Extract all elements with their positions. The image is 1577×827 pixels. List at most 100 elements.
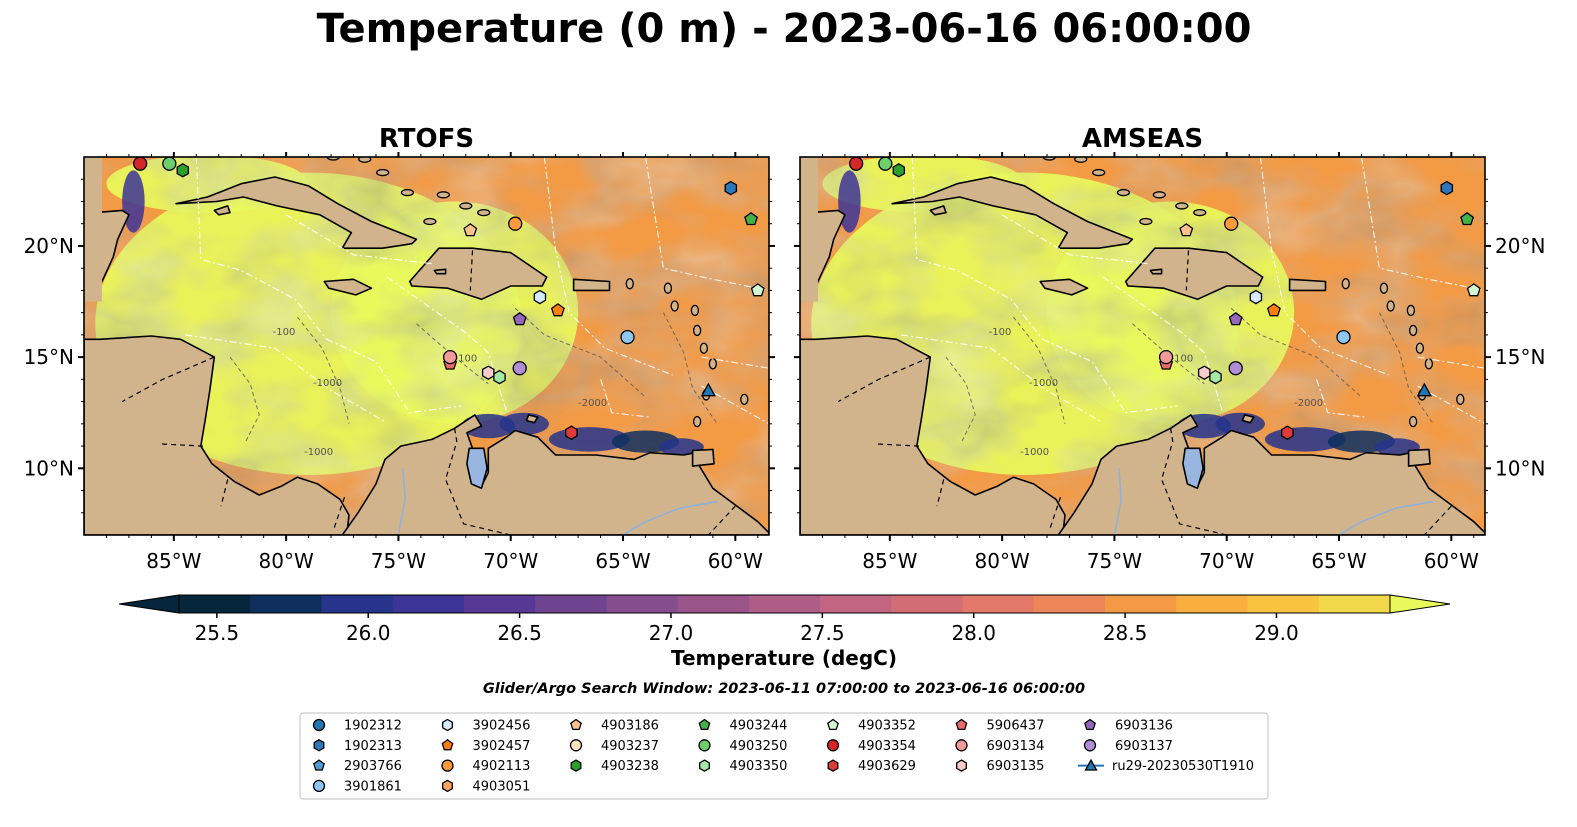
float-marker	[1266, 303, 1281, 317]
legend-label: 4903238	[601, 759, 659, 774]
land-mexico-edge	[84, 157, 102, 302]
float-marker	[162, 157, 177, 171]
float-marker	[620, 329, 635, 345]
land-south-america	[341, 414, 769, 535]
float-marker	[1416, 382, 1432, 397]
legend-marker	[313, 739, 325, 752]
cool-water-patch	[1215, 412, 1265, 435]
bathymetry-contour	[1013, 316, 1066, 424]
float-marker	[533, 289, 547, 305]
eez-boundary	[285, 214, 433, 265]
cool-water-patch	[499, 412, 549, 435]
eez-boundary	[1316, 379, 1367, 418]
island	[708, 358, 718, 370]
legend-entry: 4903352	[827, 718, 916, 734]
legend-entry: 4903186	[570, 719, 659, 734]
x-tick-label: 70°W	[1199, 549, 1254, 573]
land-lake-maracaibo	[466, 447, 488, 490]
colorbar-tick-label: 26.5	[497, 621, 542, 645]
eez-boundary	[901, 334, 1102, 423]
contour-label: -100	[1171, 354, 1194, 365]
country-border	[220, 479, 229, 507]
land-jamaica	[323, 278, 373, 296]
legend-entry: 4903244	[698, 719, 787, 734]
country-border	[707, 505, 736, 535]
island	[477, 208, 491, 217]
island	[1406, 304, 1416, 317]
legend-marker	[442, 718, 453, 732]
island	[1193, 208, 1207, 217]
contour-label: -1000	[304, 447, 333, 458]
float-marker	[1158, 349, 1174, 365]
eez-boundary	[1360, 157, 1485, 291]
legend-label: 1902312	[344, 719, 402, 734]
legend-label: 6903137	[1115, 739, 1173, 754]
float-marker	[1209, 369, 1222, 385]
float-marker	[463, 223, 478, 237]
colorbar-segment	[250, 595, 323, 613]
legend-marker	[313, 759, 325, 771]
legend-marker	[827, 718, 839, 731]
legend-label: 6903136	[1115, 719, 1173, 734]
country-border	[837, 356, 931, 403]
legend-entry: 6903136	[1084, 719, 1173, 734]
land-isla-juventud	[929, 205, 947, 216]
x-tick-label: 80°W	[975, 549, 1030, 573]
legend-label: 4903250	[730, 739, 788, 754]
legend-label: ru29-20230530T1910	[1112, 759, 1254, 774]
float-marker	[493, 369, 506, 385]
colorbar-segment	[962, 595, 1035, 613]
y-tick-label: 10°N	[24, 456, 74, 480]
island	[740, 393, 749, 406]
island	[1092, 168, 1106, 177]
island	[1341, 278, 1350, 290]
land-isla-juventud	[213, 205, 231, 216]
float-marker	[744, 211, 758, 226]
land-trinidad	[691, 448, 715, 467]
colorbar-tick-label: 27.5	[800, 621, 845, 645]
legend-frame	[299, 712, 1269, 800]
legend-marker	[955, 718, 968, 731]
float-marker	[508, 216, 523, 231]
country-border	[936, 479, 945, 507]
island	[376, 168, 390, 177]
y-tick-label: 10°N	[1495, 456, 1545, 480]
x-tick-label: 75°W	[1087, 549, 1142, 573]
colorbar-segment	[748, 595, 821, 613]
country-border	[121, 356, 215, 403]
float-marker	[1249, 289, 1263, 305]
legend-entry: ru29-20230530T1910	[1078, 758, 1254, 774]
island	[1386, 300, 1395, 312]
legend-entry: 6903134	[955, 739, 1044, 754]
colorbar-segment	[1176, 595, 1249, 613]
colorbar-extend-max	[1389, 594, 1451, 614]
legend-label: 6903135	[987, 759, 1045, 774]
country-border	[1048, 497, 1062, 531]
x-tick-label: 60°W	[1424, 549, 1479, 573]
colorbar-tick-label: 27.0	[649, 621, 694, 645]
legend-entry: 4903350	[699, 759, 787, 774]
colorbar-segment	[535, 595, 608, 613]
map-field: -100 -1000 -100 -2000 -1000	[84, 157, 769, 535]
colorbar-segment	[1033, 595, 1106, 613]
country-border	[444, 428, 511, 535]
colorbar: 25.5 26.0 26.5 27.0 27.5 28.0 28.5 29.0	[118, 594, 1451, 645]
legend-label: 4903629	[858, 759, 916, 774]
legend-marker	[1083, 739, 1097, 752]
country-border	[1185, 250, 1190, 291]
land-hispaniola	[1124, 247, 1264, 301]
legend-entry: 4903629	[827, 759, 916, 774]
colorbar-segment	[1105, 595, 1177, 613]
land-south-america	[1057, 414, 1485, 535]
colorbar-extend-min	[118, 594, 180, 614]
land-puerto-rico	[572, 278, 611, 292]
land-central-america-carib	[84, 335, 350, 535]
contour-label: -1000	[1029, 378, 1058, 389]
country-border	[1423, 505, 1452, 535]
land-gonave	[433, 268, 447, 275]
legend-marker	[955, 739, 968, 752]
legend-entry: 4903237	[569, 739, 659, 754]
river	[1338, 500, 1434, 535]
colorbar-segment	[891, 595, 964, 613]
legend-entry: 3902457	[441, 739, 530, 754]
